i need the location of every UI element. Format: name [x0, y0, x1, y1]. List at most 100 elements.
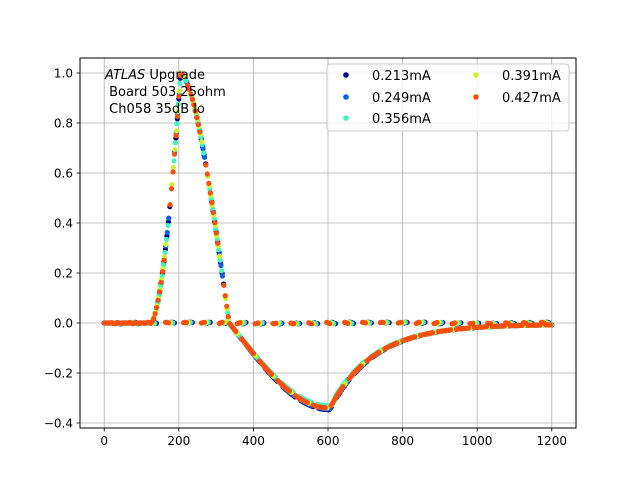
data-point	[173, 133, 179, 139]
data-point	[201, 150, 207, 156]
data-point	[214, 236, 220, 242]
data-point	[166, 215, 172, 221]
data-point	[206, 180, 212, 186]
data-point	[170, 169, 176, 175]
data-point	[225, 310, 231, 316]
data-point	[154, 305, 160, 311]
x-tick-label: 0	[100, 434, 108, 448]
data-point	[434, 319, 440, 326]
data-point	[219, 268, 225, 274]
annotation-line-1: ATLAS Upgrade	[104, 68, 205, 83]
legend-marker	[343, 94, 349, 100]
data-point	[304, 399, 310, 406]
data-point	[309, 321, 315, 327]
data-point	[213, 230, 219, 236]
legend-marker	[473, 94, 479, 100]
annotation: ATLAS Upgrade Board 503 25ohm Ch058 35dB…	[104, 68, 226, 117]
data-point	[185, 82, 191, 88]
data-point	[416, 319, 422, 325]
data-point	[195, 121, 202, 128]
data-point	[216, 247, 222, 253]
data-point	[157, 289, 163, 295]
data-point	[273, 320, 279, 326]
data-point	[286, 388, 292, 394]
data-point	[151, 315, 157, 322]
data-point	[398, 319, 404, 325]
data-point	[183, 319, 190, 326]
data-point	[217, 253, 223, 259]
data-point	[452, 320, 458, 326]
data-point	[189, 96, 196, 102]
legend-marker	[343, 72, 349, 78]
data-point	[172, 147, 178, 153]
data-point	[163, 241, 169, 248]
data-point	[362, 320, 369, 326]
data-point	[291, 321, 297, 327]
annotation-line-3: Ch058 35dB lo	[105, 102, 205, 117]
data-point	[169, 181, 175, 188]
data-point	[174, 121, 180, 127]
data-point	[176, 93, 182, 100]
data-point	[233, 328, 239, 334]
legend: 0.213mA 0.249mA 0.356mA 0.391mA 0.427mA	[326, 63, 570, 132]
data-point	[465, 325, 472, 331]
y-tick-label: 0.8	[54, 116, 73, 130]
data-point	[224, 303, 230, 309]
x-tick-label: 200	[167, 434, 190, 448]
data-point	[237, 319, 243, 326]
data-point	[155, 297, 161, 303]
data-point	[174, 113, 181, 120]
y-tick-label: −0.2	[44, 366, 73, 380]
data-point	[175, 101, 182, 107]
data-point	[222, 293, 228, 299]
x-tick-label: 400	[242, 434, 265, 448]
legend-label: 0.356mA	[372, 112, 431, 127]
data-points	[101, 70, 555, 413]
legend-label: 0.391mA	[502, 69, 561, 84]
data-point	[470, 320, 476, 326]
y-tick-label: 0.2	[54, 266, 73, 280]
x-tick-label: 1000	[462, 434, 493, 448]
data-point	[167, 202, 173, 208]
y-tick-label: −0.4	[44, 416, 73, 430]
annotation-line-2: Board 503 25ohm	[105, 85, 226, 100]
data-point	[380, 319, 386, 326]
annotation-upgrade: Upgrade	[145, 68, 205, 83]
data-point	[412, 334, 418, 340]
data-point	[344, 320, 351, 326]
data-point	[199, 139, 205, 145]
data-point	[221, 282, 227, 288]
data-point	[219, 319, 225, 325]
data-point	[172, 140, 179, 146]
data-point	[160, 262, 167, 268]
x-tick-label: 1200	[536, 434, 567, 448]
data-point	[268, 371, 275, 377]
data-point	[430, 330, 436, 336]
data-point	[183, 77, 189, 84]
data-point	[164, 229, 170, 236]
data-point	[394, 340, 400, 346]
data-point	[165, 320, 172, 326]
data-point	[160, 269, 166, 275]
data-point	[158, 279, 164, 285]
y-tick-label: 0.4	[54, 216, 73, 230]
data-point	[173, 128, 179, 134]
data-point	[218, 262, 224, 269]
data-point	[376, 349, 382, 355]
data-point	[179, 71, 185, 77]
data-point	[251, 351, 257, 357]
legend-marker	[473, 72, 479, 78]
data-point	[159, 273, 165, 279]
data-point	[213, 226, 219, 232]
data-point	[204, 171, 210, 177]
data-point	[209, 200, 215, 206]
data-point	[194, 115, 200, 121]
data-point	[170, 164, 177, 171]
data-point	[191, 102, 197, 108]
x-axis: 0 200 400 600 800 1000 1200	[100, 428, 567, 448]
legend-box	[326, 63, 570, 132]
data-point	[203, 162, 209, 168]
data-point	[175, 108, 181, 115]
y-tick-label: 0.0	[54, 316, 73, 330]
